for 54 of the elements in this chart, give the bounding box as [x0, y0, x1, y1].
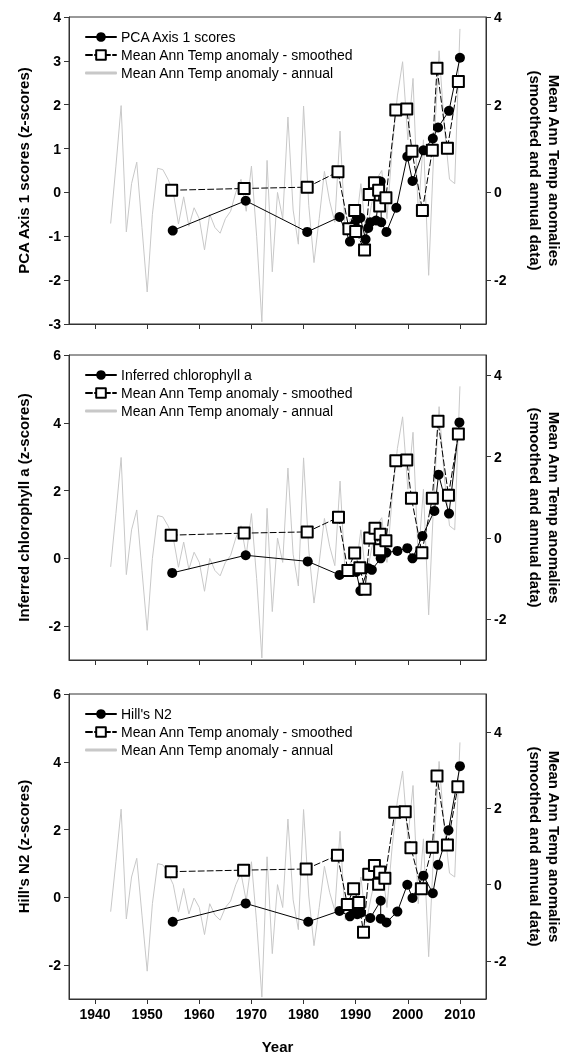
legend-label: Hill's N2	[121, 706, 173, 722]
y-tick-label: 0	[53, 889, 62, 906]
y-axis-title: Hill's N2 (z-scores)	[15, 779, 32, 914]
y-tick-label: -1	[48, 228, 62, 245]
x-tick-label: 2000	[392, 1006, 424, 1022]
y2-axis-title: Mean Ann Temp anomalies (smoothed and annual data)	[527, 746, 563, 947]
x-tick-label: 1980	[287, 1006, 320, 1022]
x-axis-title: Year	[261, 1038, 294, 1055]
x-tick-label: 1950	[131, 1006, 163, 1022]
y2-axis-title: Mean Ann Temp anomalies (smoothed and annual data)	[527, 70, 563, 271]
y-tick-label: -2	[48, 272, 62, 289]
y-tick-label: 6	[53, 347, 62, 363]
x-tick-label: 1970	[235, 1006, 268, 1022]
y2-tick-label: -2	[494, 611, 507, 628]
y-axis-title: PCA Axis 1 scores (z-scores)	[15, 67, 32, 274]
y-tick-label: 1	[53, 140, 62, 157]
y2-axis-title: Mean Ann Temp anomalies (smoothed and annual data)	[527, 407, 563, 608]
y-tick-label: 4	[53, 414, 62, 431]
y-tick-label: -3	[48, 316, 62, 332]
y-axis-title: Inferred chlorophyll a (z-scores)	[15, 393, 32, 622]
y-tick-label: 6	[53, 686, 62, 702]
x-tick-label: 1960	[183, 1006, 216, 1022]
y-tick-label: 0	[53, 550, 62, 567]
legend-label: Mean Ann Temp anomaly - annual	[121, 742, 334, 758]
y-tick-label: 2	[53, 821, 62, 838]
y2-tick-label: -2	[494, 272, 507, 289]
legend-label: Mean Ann Temp anomaly - smoothed	[121, 385, 353, 401]
x-tick-label: 1940	[79, 1006, 111, 1022]
legend-label: Mean Ann Temp anomaly - annual	[121, 65, 334, 81]
legend-label: Inferred chlorophyll a	[121, 367, 252, 383]
y2-tick-label: 4	[494, 724, 502, 741]
y-tick-label: -2	[48, 957, 62, 974]
y2-tick-label: 2	[494, 96, 502, 113]
x-tick-label: 2010	[444, 1006, 476, 1022]
y2-tick-label: 4	[494, 367, 502, 384]
y-tick-label: 2	[53, 482, 62, 499]
y2-tick-label: 0	[494, 184, 502, 201]
legend-label: Mean Ann Temp anomaly - smoothed	[121, 724, 353, 740]
y2-tick-label: 2	[494, 448, 502, 465]
y2-tick-label: 2	[494, 800, 502, 817]
y-tick-label: 4	[53, 9, 62, 25]
y-tick-label: 2	[53, 96, 62, 113]
legend-label: Mean Ann Temp anomaly - annual	[121, 403, 334, 419]
y-tick-label: -2	[48, 618, 62, 635]
y2-tick-label: 0	[494, 530, 502, 546]
legend-label: Mean Ann Temp anomaly - smoothed	[121, 47, 353, 63]
legend-label: PCA Axis 1 scores	[121, 29, 236, 45]
y2-tick-label: 0	[494, 876, 502, 893]
y2-tick-label: 4	[494, 9, 502, 25]
y-tick-label: 0	[53, 184, 62, 201]
y-tick-label: 4	[53, 753, 62, 770]
y2-tick-label: -2	[494, 952, 507, 969]
x-tick-label: 1990	[340, 1006, 372, 1022]
y-tick-label: 3	[53, 52, 62, 69]
